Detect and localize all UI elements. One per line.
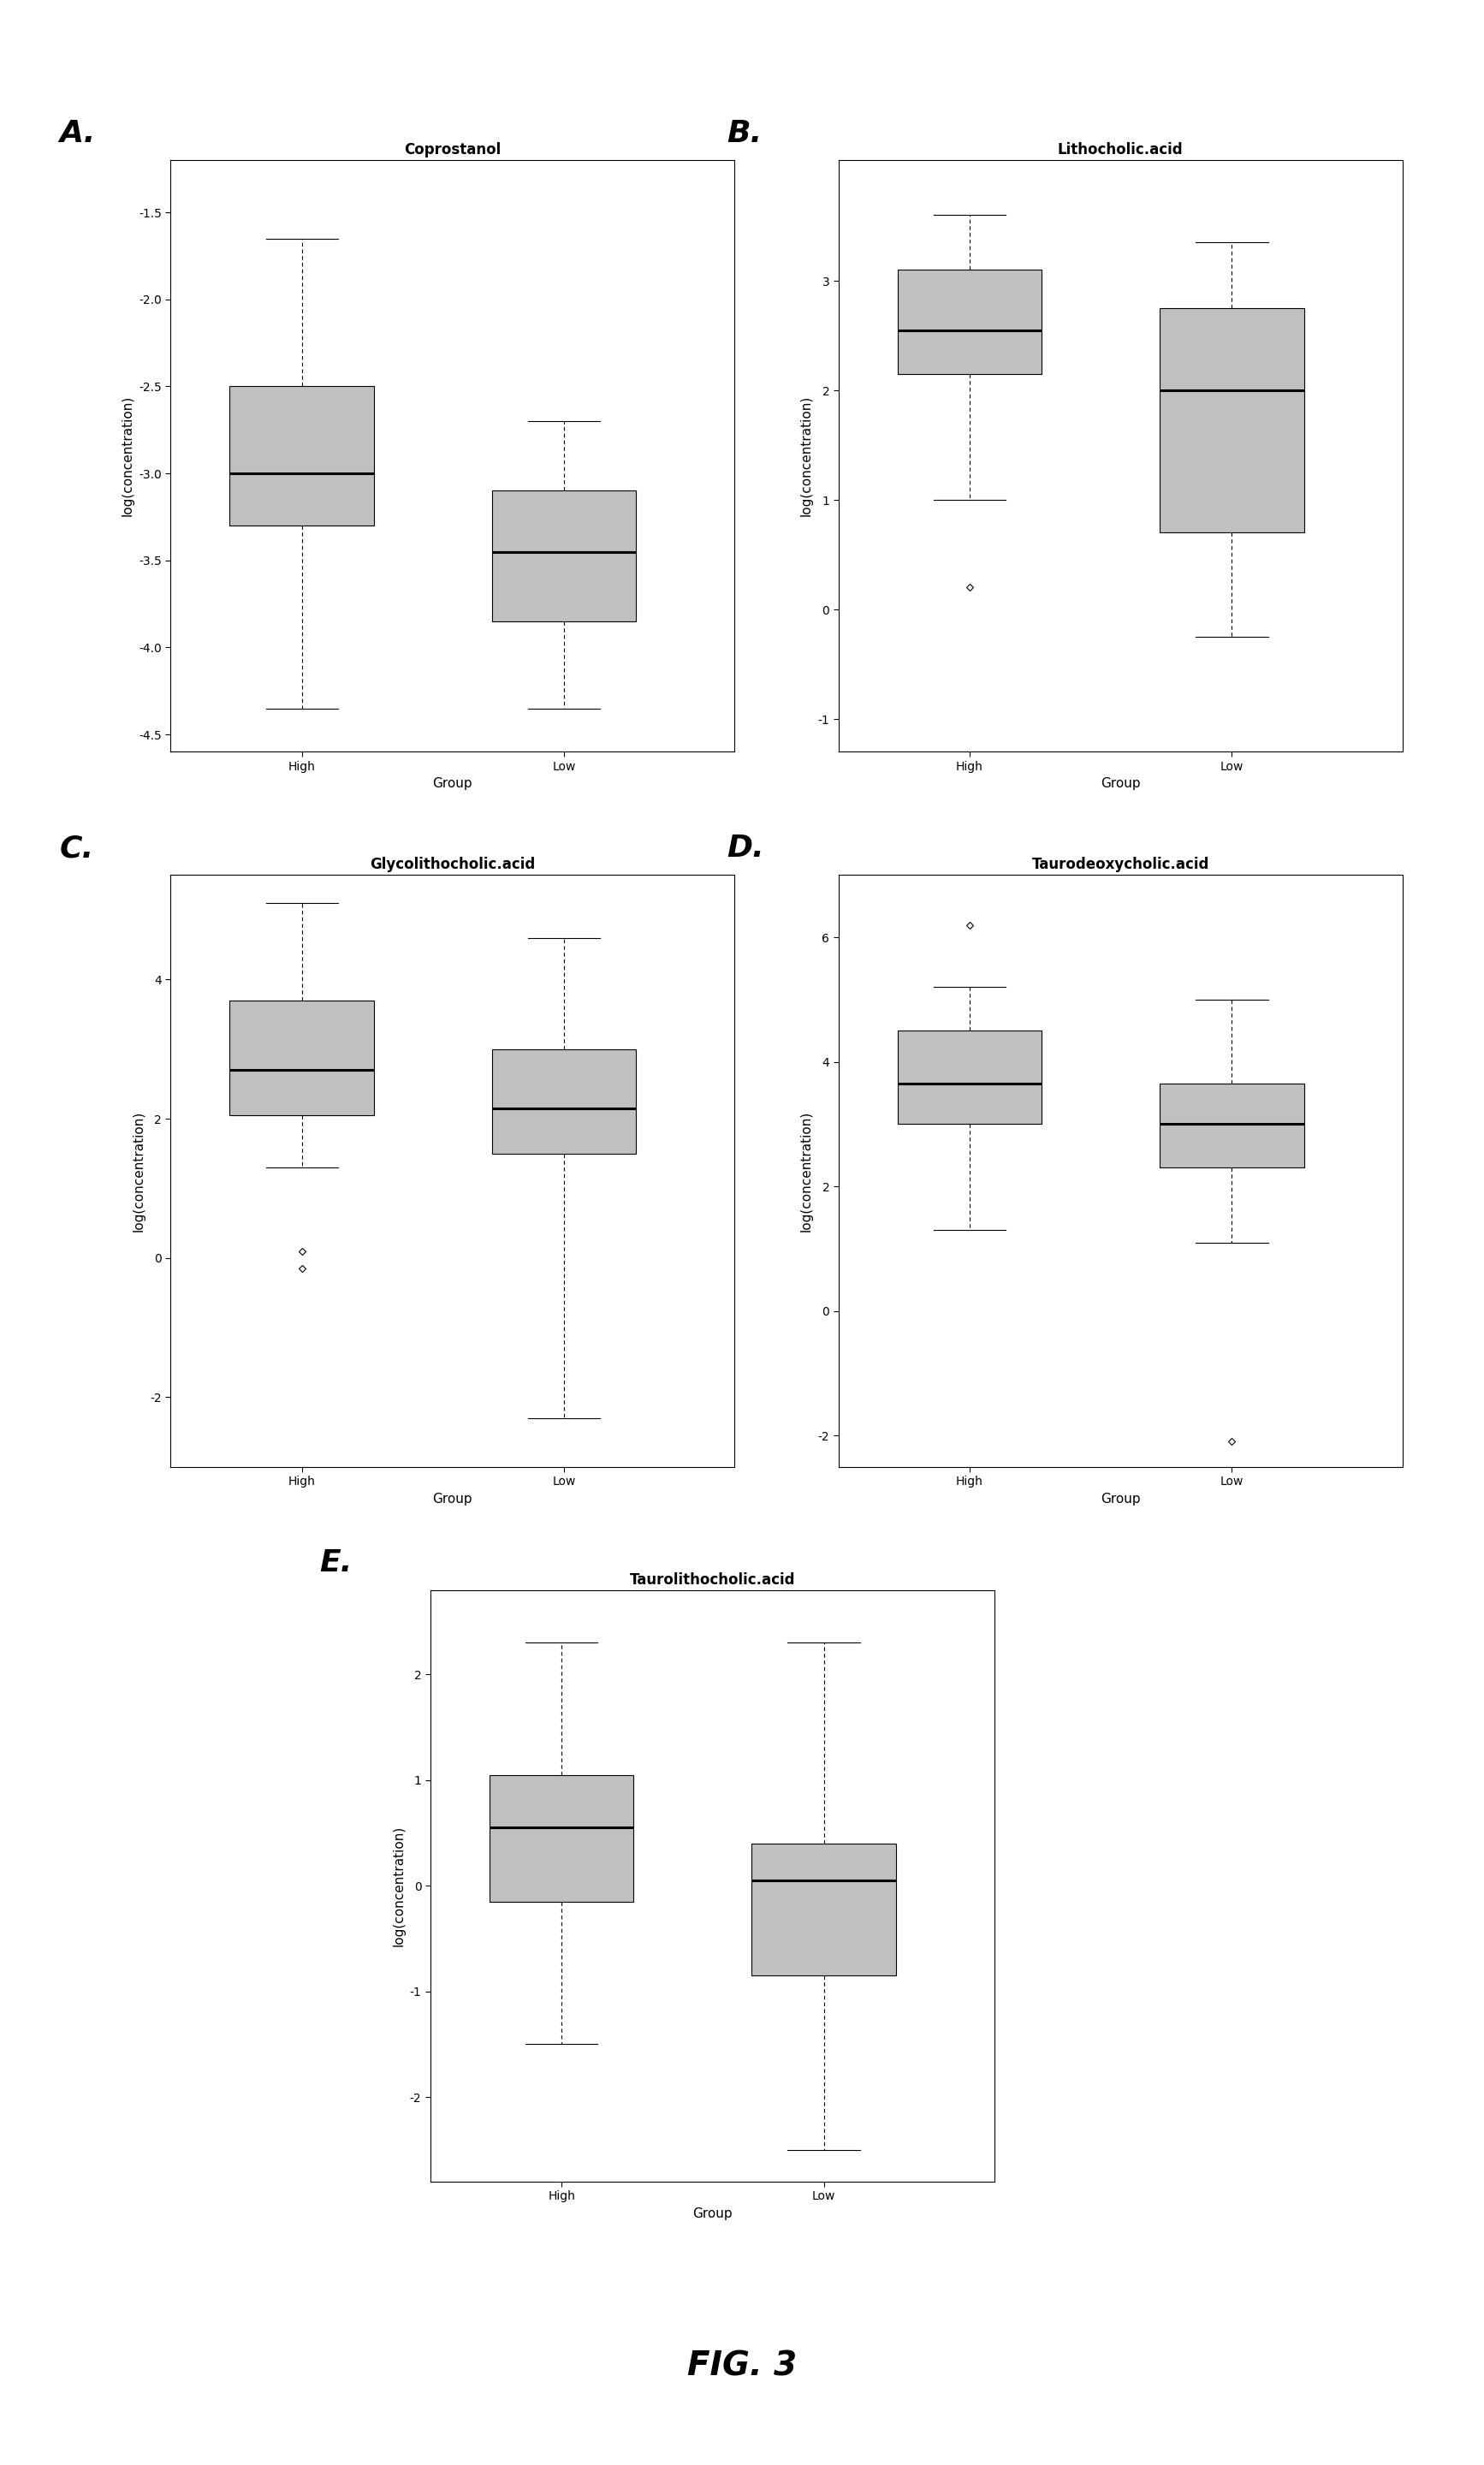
- Y-axis label: log(concentration): log(concentration): [800, 394, 813, 518]
- Text: D.: D.: [727, 833, 764, 863]
- Text: B.: B.: [727, 118, 763, 148]
- Title: Lithocholic.acid: Lithocholic.acid: [1058, 143, 1183, 158]
- Bar: [1160, 1085, 1304, 1168]
- Title: Taurolithocholic.acid: Taurolithocholic.acid: [629, 1573, 795, 1587]
- Bar: [230, 1001, 374, 1114]
- Text: C.: C.: [59, 833, 93, 863]
- Y-axis label: log(concentration): log(concentration): [800, 1109, 813, 1232]
- Bar: [898, 269, 1042, 375]
- Bar: [490, 1775, 634, 1901]
- Text: A.: A.: [59, 118, 95, 148]
- Title: Glycolithocholic.acid: Glycolithocholic.acid: [370, 858, 536, 873]
- Title: Coprostanol: Coprostanol: [404, 143, 502, 158]
- Bar: [898, 1030, 1042, 1124]
- Title: Taurodeoxycholic.acid: Taurodeoxycholic.acid: [1031, 858, 1209, 873]
- Y-axis label: log(concentration): log(concentration): [132, 1109, 145, 1232]
- Text: E.: E.: [319, 1548, 352, 1578]
- Bar: [752, 1844, 896, 1974]
- X-axis label: Group: Group: [693, 2206, 732, 2221]
- X-axis label: Group: Group: [1101, 776, 1140, 791]
- Y-axis label: log(concentration): log(concentration): [392, 1824, 405, 1947]
- X-axis label: Group: Group: [433, 1491, 472, 1506]
- Bar: [1160, 308, 1304, 532]
- Bar: [493, 491, 637, 621]
- Bar: [230, 387, 374, 525]
- Text: FIG. 3: FIG. 3: [687, 2349, 797, 2384]
- X-axis label: Group: Group: [433, 776, 472, 791]
- Bar: [493, 1050, 637, 1154]
- Y-axis label: log(concentration): log(concentration): [122, 394, 134, 518]
- X-axis label: Group: Group: [1101, 1491, 1140, 1506]
